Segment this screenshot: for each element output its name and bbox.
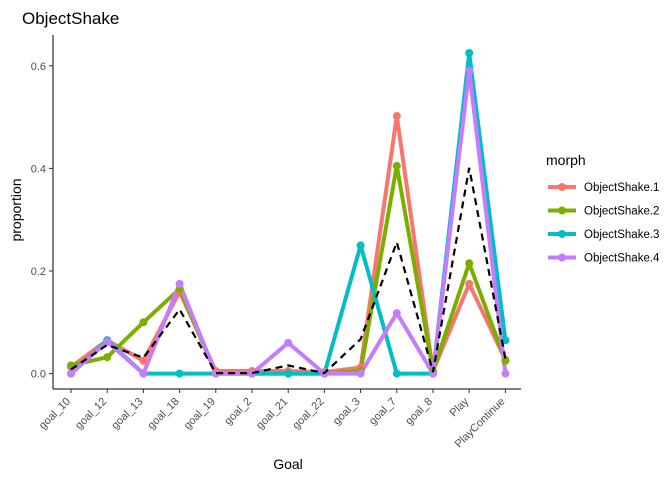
- series-1-point: [139, 356, 148, 365]
- series-3-point: [175, 369, 184, 378]
- y-tick-label: 0.4: [31, 163, 46, 175]
- series-4-point: [465, 66, 474, 75]
- legend-key-point: [558, 206, 566, 215]
- legend: morph ObjectShake.1 ObjectShake.2 ObjectSh…: [546, 152, 660, 265]
- series-2-point: [392, 161, 401, 170]
- legend-key-point: [558, 253, 566, 262]
- series-4-point: [501, 369, 510, 378]
- series-3-point: [392, 369, 401, 378]
- x-tick-label: Play: [448, 395, 472, 419]
- series-1-point: [465, 279, 474, 288]
- series-3-point: [284, 369, 293, 378]
- series-2-point: [501, 356, 510, 365]
- y-tick-label: 0.2: [31, 266, 46, 278]
- x-tick-label: goal_13: [109, 396, 145, 432]
- series-4-point: [429, 369, 437, 378]
- x-tick-label: goal_10: [37, 396, 73, 432]
- series-4-point: [284, 338, 293, 347]
- series-3-point: [465, 48, 474, 57]
- series-4-point: [392, 309, 401, 318]
- x-tick-label: goal_12: [73, 396, 109, 432]
- legend-key-point: [558, 183, 566, 191]
- x-axis-title: Goal: [273, 456, 303, 472]
- chart-title: ObjectShake: [22, 9, 119, 28]
- legend-label: ObjectShake.1: [584, 182, 659, 194]
- legend-key-point: [558, 230, 566, 238]
- legend-label: ObjectShake.2: [584, 206, 659, 218]
- series-3-point: [501, 336, 510, 345]
- legend-title: morph: [546, 152, 586, 168]
- series-4-point: [139, 369, 148, 378]
- legend-label: ObjectShake.4: [584, 253, 660, 265]
- series-3-point: [356, 241, 365, 250]
- x-tick-label: goal_19: [182, 396, 218, 432]
- series-1-point: [392, 112, 401, 121]
- legend-label: ObjectShake.3: [584, 229, 659, 241]
- x-tick-label: goal_7: [367, 396, 399, 428]
- x-tick-label: goal_3: [331, 396, 363, 428]
- y-tick-label: 0.6: [31, 61, 46, 73]
- y-axis-title: proportion: [8, 178, 24, 241]
- x-tick-label: goal_2: [222, 396, 254, 428]
- series-4-point: [175, 279, 184, 288]
- series-4-point: [103, 337, 112, 346]
- x-tick-label: goal_21: [254, 396, 290, 432]
- series-2-point: [103, 353, 112, 362]
- series-4-point: [67, 369, 75, 378]
- series-2-point: [139, 318, 148, 327]
- x-tick-label: goal_8: [403, 396, 435, 428]
- series-2-point: [465, 259, 474, 268]
- series-4-point: [211, 369, 220, 378]
- series-4-point: [356, 369, 365, 378]
- x-tick-label: goal_22: [290, 396, 326, 432]
- y-tick-label: 0.0: [31, 369, 46, 381]
- mean-dashed-line: [70, 167, 507, 375]
- x-tick-label: goal_18: [146, 396, 182, 432]
- plot-area: 0.0 0.2 0.4 0.6 goal_10 goal_12 goal_13 goal_18…: [31, 35, 521, 450]
